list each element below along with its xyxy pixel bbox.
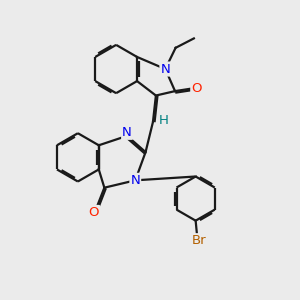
Text: N: N	[160, 62, 170, 76]
Text: N: N	[122, 126, 132, 139]
Text: O: O	[191, 82, 202, 95]
Text: N: N	[130, 174, 140, 187]
Text: H: H	[159, 114, 169, 127]
Text: O: O	[88, 206, 99, 219]
Text: Br: Br	[192, 234, 206, 247]
